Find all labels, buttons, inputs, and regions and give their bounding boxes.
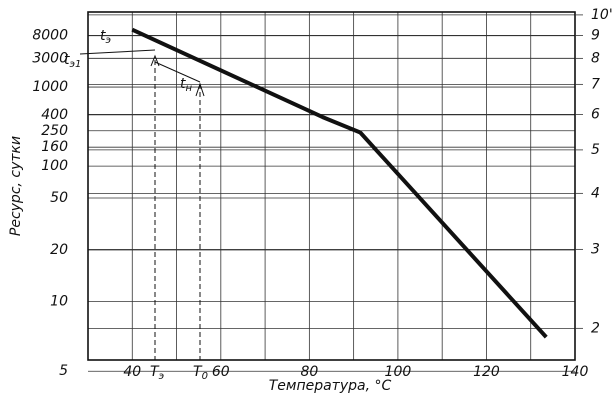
y-tick-label: 250 (41, 123, 68, 139)
annotation-text: t (180, 76, 186, 92)
x-tick-label: 60 (212, 364, 230, 380)
y2-tick-label: 10' (591, 7, 613, 23)
annotation-sub: э (159, 371, 165, 382)
annotation-sub: э (106, 35, 112, 46)
y2-tick-label: 5 (591, 142, 600, 158)
y2-tick-label: 6 (591, 106, 600, 122)
y2-tick-label: 9 (591, 27, 600, 43)
plot-frame (87, 11, 576, 361)
y-tick-label: 100 (41, 158, 68, 174)
y2-tick-label: 3 (591, 241, 600, 257)
y-tick-label: 10 (50, 293, 68, 309)
annotation-marks (79, 49, 205, 360)
annotation-text: T (193, 364, 203, 380)
y-tick-label: 3000 (32, 50, 68, 66)
annotation-sub: 0 (202, 371, 208, 382)
annotation: T0 (193, 364, 208, 382)
annotation-text: t (100, 28, 106, 44)
x-tick-label: 40 (123, 364, 141, 380)
y-tick-label: 5 (59, 363, 68, 379)
annotation: tэ (100, 28, 111, 46)
x-tick-label: 80 (300, 364, 318, 380)
y-tick-label: 20 (50, 242, 68, 258)
te1-arrow (79, 49, 156, 55)
data-line (131, 27, 548, 339)
y-tick-label: 400 (41, 107, 68, 123)
x-tick-label: 140 (562, 364, 589, 380)
x-tick-label: 120 (473, 364, 500, 380)
annotation-sub: э1 (70, 59, 82, 70)
y2-tick-label: 4 (591, 185, 600, 201)
x-tick-label: 100 (385, 364, 412, 380)
y-tick-label: 50 (50, 190, 68, 206)
annotation: Tэ (150, 364, 164, 382)
y-axis-title: Ресурс, сутки (8, 136, 24, 236)
y2-tick-label: 7 (591, 76, 600, 92)
x-axis-title: Температура, °C (269, 378, 392, 394)
y-tick-label: 1000 (32, 79, 68, 95)
grid (88, 12, 576, 372)
y-tick-label: 8000 (32, 28, 68, 44)
annotation: tэ1 (64, 52, 81, 70)
y-tick-label: 160 (41, 139, 68, 155)
arrow-head (195, 82, 205, 97)
y2-tick-label: 8 (591, 50, 600, 66)
annotation-text: t (64, 52, 70, 68)
annotation-text: T (150, 364, 160, 380)
tn-arrow (154, 61, 201, 83)
y2-tick-label: 2 (591, 320, 600, 336)
annotation-sub: н (186, 83, 193, 94)
annotation: tн (180, 76, 193, 94)
